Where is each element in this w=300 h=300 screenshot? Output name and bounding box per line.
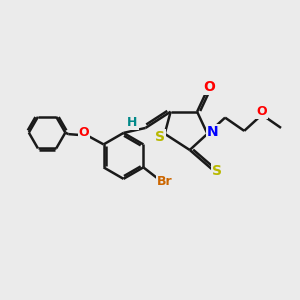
- Text: O: O: [79, 125, 89, 139]
- Text: N: N: [207, 125, 218, 139]
- Text: S: S: [155, 130, 165, 144]
- Text: S: S: [212, 164, 222, 178]
- Text: O: O: [256, 105, 267, 118]
- Text: H: H: [127, 116, 137, 128]
- Text: O: O: [203, 80, 215, 94]
- Text: Br: Br: [157, 175, 173, 188]
